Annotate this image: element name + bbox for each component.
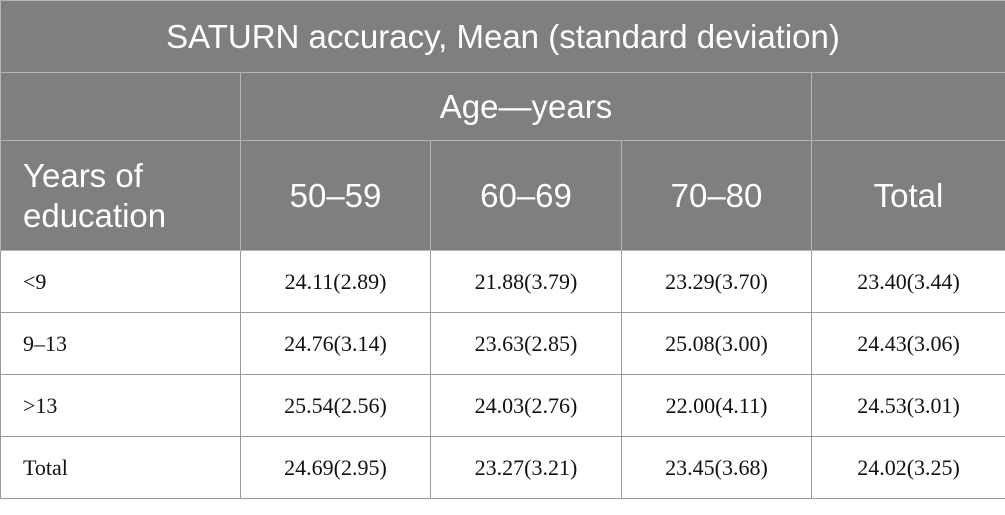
header-row: Years of education 50–59 60–69 70–80 Total [0, 140, 1005, 251]
column-header: 50–59 [240, 140, 431, 251]
table-cell: 25.54(2.56) [240, 374, 431, 437]
table-cell: 24.69(2.95) [240, 436, 431, 499]
table-cell: 23.40(3.44) [810, 250, 1005, 313]
table-cell: 21.88(3.79) [430, 250, 622, 313]
table-row: Total 24.69(2.95) 23.27(3.21) 23.45(3.68) 24… [0, 436, 1005, 499]
table-cell: 24.02(3.25) [810, 436, 1005, 499]
table-row: >13 25.54(2.56) 24.03(2.76) 22.00(4.11) 24.5… [0, 374, 1005, 437]
column-header: 60–69 [430, 140, 622, 251]
title-row: SATURN accuracy, Mean (standard deviatio… [0, 0, 1005, 73]
group-row: Age—years [0, 72, 1005, 141]
table-body: SATURN accuracy, Mean (standard deviatio… [0, 0, 1005, 499]
table-cell: 23.63(2.85) [430, 312, 622, 375]
row-header: >13 [0, 374, 241, 437]
table-row: <9 24.11(2.89) 21.88(3.79) 23.29(3.70) 23.40… [0, 250, 1005, 313]
empty-cell [0, 72, 241, 141]
column-header: 70–80 [621, 140, 812, 251]
table-cell: 24.53(3.01) [810, 374, 1005, 437]
table-cell: 24.03(2.76) [430, 374, 622, 437]
table-cell: 25.08(3.00) [621, 312, 812, 375]
table-cell: 23.45(3.68) [621, 436, 812, 499]
table-cell: 23.29(3.70) [621, 250, 812, 313]
table-cell: 24.43(3.06) [810, 312, 1005, 375]
table-cell: 23.27(3.21) [430, 436, 622, 499]
row-header: 9–13 [0, 312, 241, 375]
row-header: <9 [0, 250, 241, 313]
row-header: Total [0, 436, 241, 499]
table-row: 9–13 24.76(3.14) 23.63(2.85) 25.08(3.00) 24.… [0, 312, 1005, 375]
column-header: Years of education [0, 140, 241, 251]
table-cell: 24.76(3.14) [240, 312, 431, 375]
column-group: Age—years [240, 72, 812, 141]
table-cell: 22.00(4.11) [621, 374, 812, 437]
table-title: SATURN accuracy, Mean (standard deviatio… [0, 0, 1005, 73]
empty-cell [810, 72, 1005, 141]
table-cell: 24.11(2.89) [240, 250, 431, 313]
data-table: SATURN accuracy, Mean (standard deviatio… [0, 0, 1005, 499]
column-header: Total [810, 140, 1005, 251]
